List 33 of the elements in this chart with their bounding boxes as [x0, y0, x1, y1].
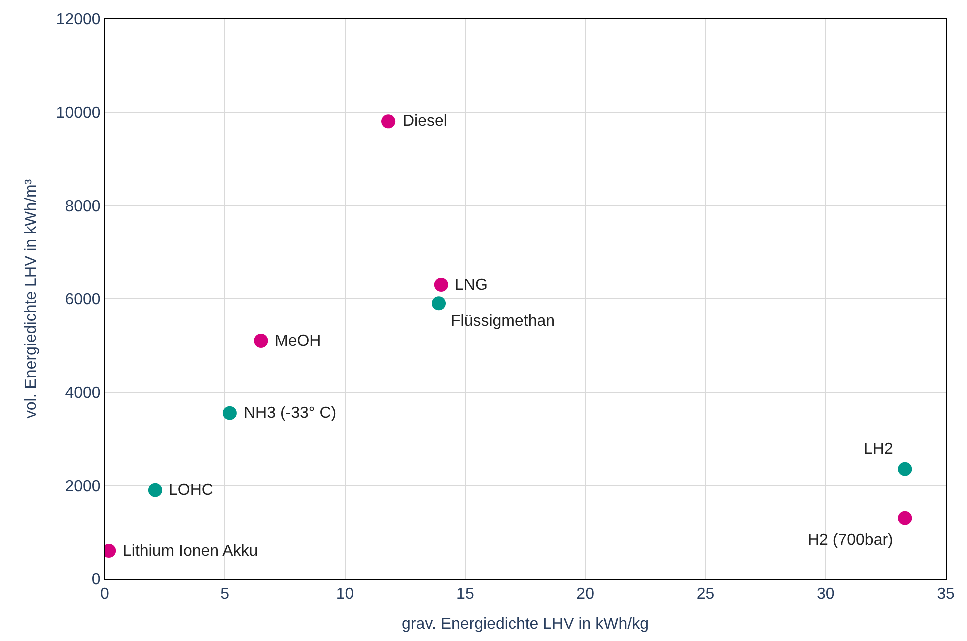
x-tick-label: 15	[456, 586, 474, 604]
annotation: MeOH	[275, 333, 322, 350]
x-axis-title: grav. Energiedichte LHV in kWh/kg	[402, 616, 649, 633]
x-tick-label: 25	[696, 586, 715, 604]
point	[254, 334, 268, 348]
y-tick-label: 12000	[56, 12, 101, 29]
x-tick-label: 5	[220, 586, 230, 604]
annotation: H2 (700bar)	[808, 532, 894, 549]
y-tick-label: 2000	[65, 478, 101, 496]
annotation: Diesel	[403, 113, 448, 130]
annotation: LNG	[455, 277, 488, 294]
point	[432, 296, 446, 311]
x-tick-label: 20	[576, 586, 595, 604]
annotation: LH2	[864, 441, 894, 458]
annotation: Lithium Ionen Akku	[123, 543, 258, 560]
y-tick-label: 4000	[65, 384, 101, 402]
y-tick-label: 8000	[65, 198, 101, 216]
point	[382, 114, 396, 129]
x-tick-label: 35	[937, 586, 955, 604]
point	[898, 462, 912, 476]
point	[148, 483, 162, 498]
point	[898, 511, 912, 526]
point	[222, 406, 237, 420]
point	[434, 278, 448, 292]
annotation: LOHC	[169, 482, 214, 499]
x-tick-label: 30	[816, 586, 835, 604]
y-tick-label: 0	[92, 572, 101, 589]
annotation: NH3 (-33° C)	[244, 405, 337, 422]
y-tick-label: 10000	[56, 104, 101, 122]
annotation: Flüssigmethan	[451, 313, 556, 330]
y-tick-label: 6000	[65, 292, 101, 309]
x-tick-label: 10	[336, 586, 354, 604]
y-axis-title: vol. Energiedichte LHV in kWh/m³	[23, 178, 40, 419]
